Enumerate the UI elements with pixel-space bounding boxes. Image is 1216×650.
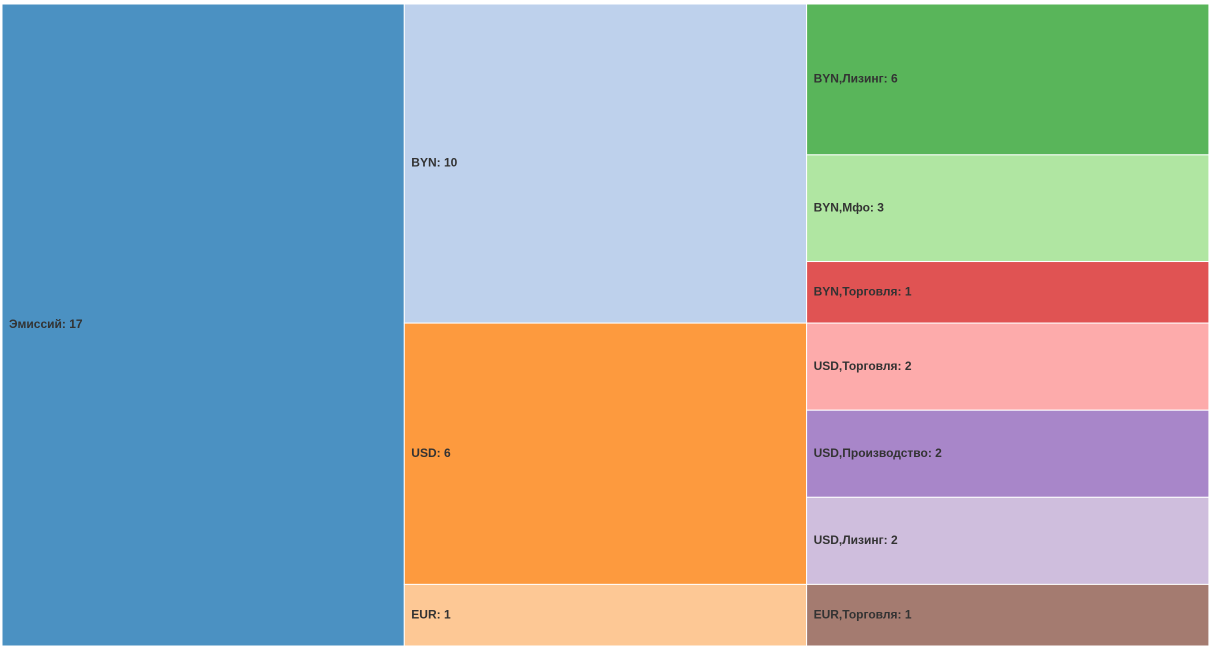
cell-label: EUR,Торговля: 1 — [814, 607, 912, 621]
partition-cell — [403, 583, 808, 647]
cell-label: USD,Производство: 2 — [814, 446, 943, 460]
cell-label: USD,Лизинг: 2 — [814, 533, 898, 547]
partition-cell — [806, 3, 1210, 156]
cell-label: BYN,Мфо: 3 — [814, 200, 885, 214]
cell-label: BYN,Торговля: 1 — [814, 284, 912, 298]
partition-cell — [403, 322, 808, 585]
partition-cell — [806, 261, 1210, 324]
partition-cell — [806, 409, 1210, 498]
cell-label: Эмиссий: 17 — [9, 317, 83, 331]
partition-cell — [1, 3, 405, 647]
partition-cell — [806, 583, 1210, 647]
partition-cell — [806, 154, 1210, 263]
partition-cell — [403, 3, 808, 324]
cell-label: BYN,Лизинг: 6 — [814, 72, 898, 86]
partition-cell — [806, 496, 1210, 585]
cell-label: BYN: 10 — [411, 156, 457, 170]
cell-label: EUR: 1 — [411, 607, 451, 621]
partition-cell — [806, 322, 1210, 411]
cell-label: USD,Торговля: 2 — [814, 359, 912, 373]
cell-label: USD: 6 — [411, 446, 451, 460]
